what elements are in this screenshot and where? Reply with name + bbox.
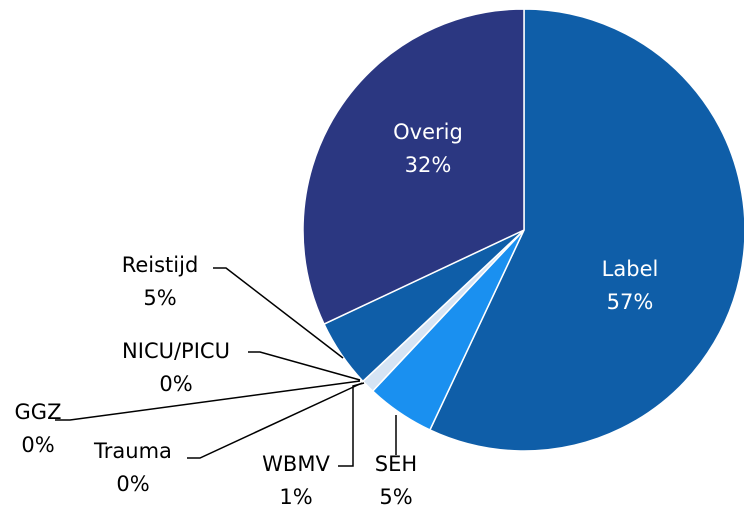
slice-label: NICU/PICU (122, 339, 230, 363)
leader-line (213, 267, 344, 359)
slice-label: Overig (393, 120, 463, 144)
slice-label: Label (602, 257, 659, 281)
value-label: 0% (116, 472, 149, 496)
slice-label: Reistijd (122, 253, 199, 277)
slice-label: SEH (375, 452, 417, 476)
slice-label: Trauma (93, 439, 172, 463)
value-label: 32% (405, 153, 452, 177)
pie-slice (428, 8, 744, 452)
value-label: 0% (21, 433, 54, 457)
leader-line (248, 351, 361, 381)
value-label: 57% (607, 290, 654, 314)
value-label: 5% (143, 286, 176, 310)
leader-line (187, 382, 363, 459)
slice-label: WBMV (262, 452, 330, 476)
pie-slice (302, 8, 525, 326)
value-label: 1% (279, 485, 312, 509)
leader-line (55, 380, 361, 421)
value-label: 5% (379, 485, 412, 509)
slice-label: GGZ (15, 400, 62, 424)
value-label: 0% (159, 372, 192, 396)
leader-line (338, 382, 365, 467)
